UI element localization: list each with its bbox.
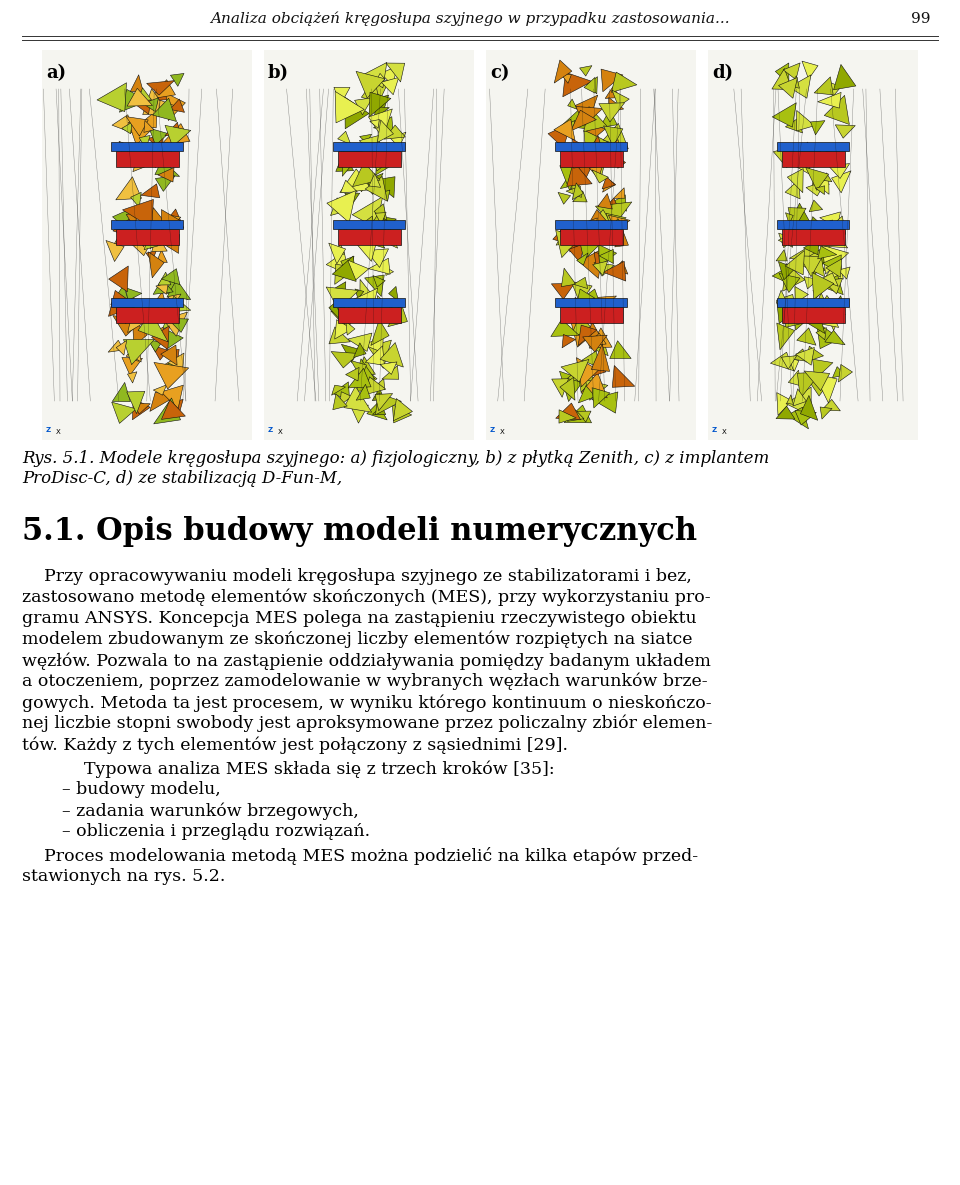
FancyBboxPatch shape <box>781 230 845 245</box>
Text: d): d) <box>712 64 733 82</box>
FancyBboxPatch shape <box>708 50 918 440</box>
Text: zastosowano metodę elementów skończonych (MES), przy wykorzystaniu pro-: zastosowano metodę elementów skończonych… <box>22 589 710 607</box>
FancyBboxPatch shape <box>111 142 182 152</box>
FancyBboxPatch shape <box>264 50 474 440</box>
FancyBboxPatch shape <box>42 50 252 440</box>
Text: gowych. Metoda ta jest procesem, w wyniku którego kontinuum o nieskończo-: gowych. Metoda ta jest procesem, w wynik… <box>22 694 711 711</box>
FancyBboxPatch shape <box>333 142 405 152</box>
Text: Z: Z <box>268 427 274 433</box>
Text: Proces modelowania metodą MES można podzielić na kilka etapów przed-: Proces modelowania metodą MES można podz… <box>22 847 698 865</box>
FancyBboxPatch shape <box>560 152 622 167</box>
Text: ProDisc-C, d) ze stabilizacją D-Fun-M,: ProDisc-C, d) ze stabilizacją D-Fun-M, <box>22 470 342 487</box>
FancyBboxPatch shape <box>778 219 849 230</box>
Text: gramu ANSYS. Koncepcja MES polega na zastąpieniu rzeczywistego obiektu: gramu ANSYS. Koncepcja MES polega na zas… <box>22 610 697 627</box>
Text: Z: Z <box>712 427 717 433</box>
FancyBboxPatch shape <box>111 219 182 230</box>
Text: c): c) <box>490 64 510 82</box>
FancyBboxPatch shape <box>560 307 622 324</box>
FancyBboxPatch shape <box>555 142 627 152</box>
Text: Z: Z <box>490 427 495 433</box>
Text: Z: Z <box>46 427 51 433</box>
Text: Przy opracowywaniu modeli kręgosłupa szyjnego ze stabilizatorami i bez,: Przy opracowywaniu modeli kręgosłupa szy… <box>22 568 692 585</box>
FancyBboxPatch shape <box>781 152 845 167</box>
Text: b): b) <box>268 64 289 82</box>
FancyBboxPatch shape <box>333 219 405 230</box>
Text: 99: 99 <box>910 12 930 26</box>
Text: a): a) <box>46 64 66 82</box>
Text: – budowy modelu,: – budowy modelu, <box>62 781 221 798</box>
FancyBboxPatch shape <box>115 230 179 245</box>
FancyBboxPatch shape <box>560 230 622 245</box>
FancyBboxPatch shape <box>555 219 627 230</box>
FancyBboxPatch shape <box>781 307 845 324</box>
Text: – obliczenia i przeglądu rozwiązań.: – obliczenia i przeglądu rozwiązań. <box>62 824 371 840</box>
FancyBboxPatch shape <box>111 297 182 307</box>
Text: Rys. 5.1. Modele kręgosłupa szyjnego: a) fizjologiczny, b) z płytką Zenith, c) z: Rys. 5.1. Modele kręgosłupa szyjnego: a)… <box>22 450 769 467</box>
Text: X: X <box>278 429 283 435</box>
Text: X: X <box>500 429 505 435</box>
FancyBboxPatch shape <box>338 152 400 167</box>
Text: węzłów. Pozwala to na zastąpienie oddziaływania pomiędzy badanym układem: węzłów. Pozwala to na zastąpienie oddzia… <box>22 652 710 670</box>
Text: X: X <box>722 429 727 435</box>
FancyBboxPatch shape <box>115 307 179 324</box>
Text: Typowa analiza MES składa się z trzech kroków [35]:: Typowa analiza MES składa się z trzech k… <box>62 760 555 777</box>
Text: tów. Każdy z tych elementów jest połączony z sąsiednimi [29].: tów. Każdy z tych elementów jest połączo… <box>22 736 568 754</box>
Text: a otoczeniem, poprzez zamodelowanie w wybranych węzłach warunków brze-: a otoczeniem, poprzez zamodelowanie w wy… <box>22 673 708 691</box>
Text: modelem zbudowanym ze skończonej liczby elementów rozpiętych na siatce: modelem zbudowanym ze skończonej liczby … <box>22 630 692 648</box>
Text: X: X <box>56 429 60 435</box>
FancyBboxPatch shape <box>333 297 405 307</box>
FancyBboxPatch shape <box>338 230 400 245</box>
Text: nej liczbie stopni swobody jest aproksymowane przez policzalny zbiór elemen-: nej liczbie stopni swobody jest aproksym… <box>22 715 712 732</box>
Text: stawionych na rys. 5.2.: stawionych na rys. 5.2. <box>22 867 226 885</box>
FancyBboxPatch shape <box>115 152 179 167</box>
Text: – zadania warunków brzegowych,: – zadania warunków brzegowych, <box>62 802 359 820</box>
Text: 5.1. Opis budowy modeli numerycznych: 5.1. Opis budowy modeli numerycznych <box>22 515 697 547</box>
FancyBboxPatch shape <box>778 142 849 152</box>
FancyBboxPatch shape <box>778 297 849 307</box>
Text: Analiza obciążeń kręgosłupa szyjnego w przypadku zastosowania...: Analiza obciążeń kręgosłupa szyjnego w p… <box>210 12 730 26</box>
FancyBboxPatch shape <box>338 307 400 324</box>
FancyBboxPatch shape <box>555 297 627 307</box>
FancyBboxPatch shape <box>486 50 696 440</box>
